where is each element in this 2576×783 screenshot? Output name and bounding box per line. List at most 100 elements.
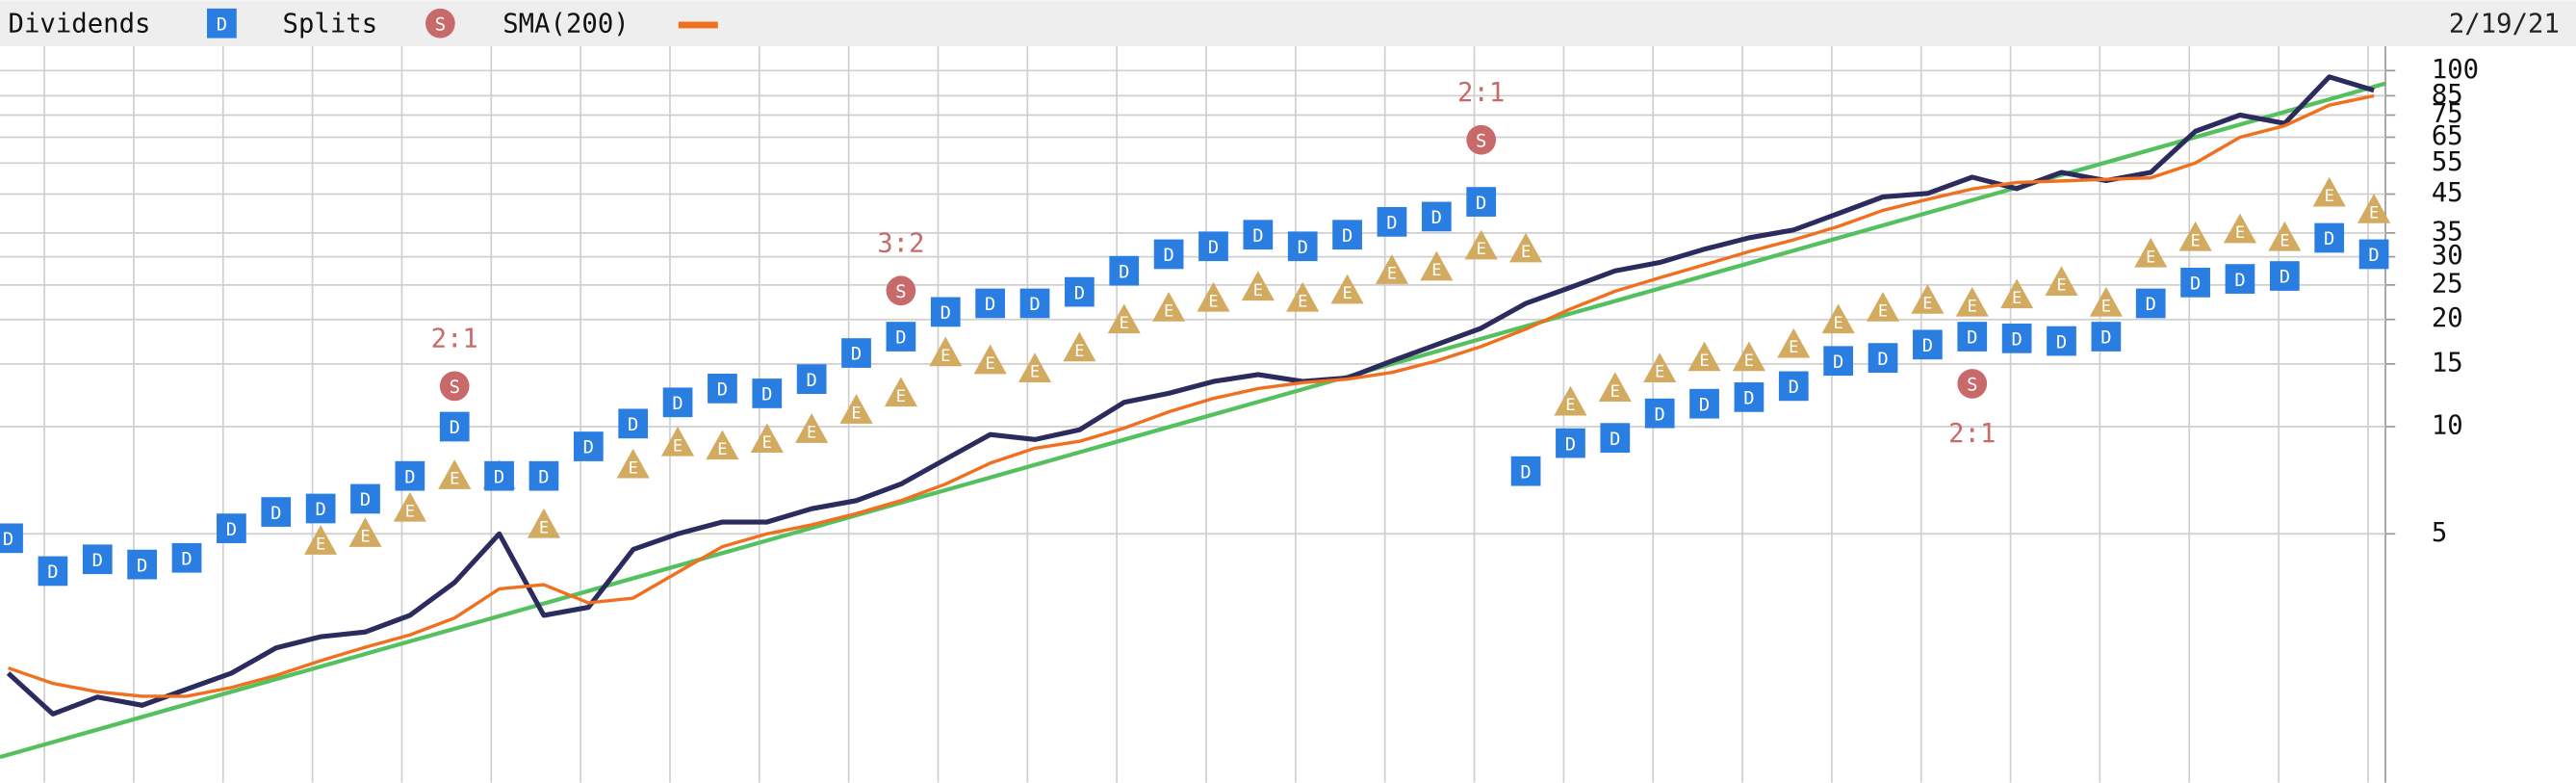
y-tick-label: 55 <box>2432 147 2463 177</box>
dividend-marker <box>662 387 693 418</box>
dividend-symbol: D <box>1298 238 1308 258</box>
earnings-symbol: E <box>1834 314 1843 333</box>
earnings-symbol: E <box>1074 342 1084 361</box>
dividend-marker <box>484 460 514 491</box>
earnings-symbol: E <box>1387 265 1397 284</box>
earnings-symbol: E <box>2369 203 2379 222</box>
dividend-symbol: D <box>1431 208 1442 228</box>
dividend-symbol: D <box>1029 295 1040 315</box>
earnings-symbol: E <box>2146 248 2155 267</box>
dividend-marker <box>2091 322 2122 352</box>
earnings-symbol: E <box>1565 396 1575 415</box>
dividend-marker <box>1868 343 1898 373</box>
earnings-symbol: E <box>717 440 727 459</box>
earnings-symbol: E <box>2101 297 2111 316</box>
dividend-marker <box>0 523 23 554</box>
dividend-symbol: D <box>2324 229 2334 249</box>
dividend-marker <box>796 364 827 394</box>
dividend-symbol: D <box>1565 434 1576 455</box>
earnings-symbol: E <box>1477 240 1486 259</box>
dividend-symbol: D <box>1699 395 1710 415</box>
dividend-symbol: D <box>360 490 371 510</box>
dividend-symbol: D <box>2100 328 2111 349</box>
dividend-symbol: D <box>1922 336 1933 356</box>
y-tick-label: 35 <box>2432 217 2463 247</box>
split-label: 2:1 <box>431 325 478 354</box>
split-marker <box>439 371 470 402</box>
legend-symbol <box>425 8 455 39</box>
earnings-marker <box>1375 254 1409 284</box>
earnings-symbol: E <box>896 387 906 406</box>
earnings-marker <box>1732 341 1765 372</box>
dividend-symbol: D <box>2280 268 2290 288</box>
y-tick-label: 45 <box>2432 178 2463 208</box>
earnings-marker <box>1464 229 1498 260</box>
earnings-marker <box>1687 341 1721 372</box>
earnings-symbol: E <box>1120 314 1129 333</box>
split-symbol: S <box>450 378 460 398</box>
dividend-marker <box>38 556 68 587</box>
dividend-marker <box>1198 231 1228 262</box>
split-marker <box>1466 124 1497 155</box>
dividend-marker <box>1153 239 1184 270</box>
split-label: 2:1 <box>1457 78 1505 108</box>
trend-line <box>0 81 2386 760</box>
earnings-marker <box>1063 331 1096 362</box>
legend-label: Dividends <box>9 9 151 39</box>
legend-symbol <box>207 8 237 39</box>
line <box>6 74 2375 717</box>
dividend-marker <box>2225 264 2255 294</box>
dividend-symbol: D <box>3 530 13 550</box>
dividend-marker <box>752 378 783 408</box>
dividend-symbol: D <box>137 556 147 576</box>
y-tick-label: 85 <box>2432 80 2463 110</box>
dividend-marker <box>171 542 202 573</box>
earnings-symbol: E <box>2190 231 2200 250</box>
dividend-symbol: D <box>1386 214 1397 234</box>
legend-symbol-text: D <box>217 14 227 35</box>
dividend-symbol: D <box>1610 430 1620 450</box>
dividend-marker <box>1644 398 1675 429</box>
earnings-symbol: E <box>940 347 950 366</box>
earnings-symbol: E <box>1878 302 1888 322</box>
dividend-marker <box>2358 239 2389 270</box>
earnings-marker <box>1420 250 1454 281</box>
dividend-marker <box>2180 267 2210 298</box>
dividend-marker <box>841 338 871 368</box>
earnings-symbol: E <box>360 528 370 547</box>
dividend-symbol: D <box>2146 295 2156 315</box>
dividend-symbol: D <box>494 467 504 487</box>
dividend-symbol: D <box>1743 389 1754 409</box>
earnings-marker <box>1554 385 1587 416</box>
dividend-symbol: D <box>807 371 817 391</box>
earnings-symbol: E <box>851 405 861 424</box>
earnings-marker <box>750 423 784 454</box>
y-tick-label: 20 <box>2432 303 2463 333</box>
earnings-marker <box>1018 352 1052 382</box>
dividend-marker <box>1287 231 1318 262</box>
dividend-marker <box>1243 220 1274 250</box>
earnings-marker <box>1777 327 1811 358</box>
dividend-symbol: D <box>895 328 906 349</box>
dividend-marker <box>886 322 916 352</box>
earnings-marker <box>1821 303 1855 334</box>
earnings-symbol: E <box>450 470 459 489</box>
dividend-marker <box>1065 276 1095 307</box>
dividend-marker <box>1823 346 1854 377</box>
dividend-marker <box>708 374 737 404</box>
dividend-symbol: D <box>940 303 951 324</box>
earnings-symbol: E <box>2056 276 2066 296</box>
earnings-marker <box>2045 266 2078 296</box>
earnings-marker <box>1286 281 1320 312</box>
dividend-symbol: D <box>2011 330 2022 351</box>
earnings-marker <box>2223 213 2257 244</box>
dividend-symbol: D <box>1476 194 1486 214</box>
split-symbol: S <box>1967 376 1977 396</box>
split-label: 3:2 <box>877 228 924 258</box>
earnings-marker <box>348 517 382 547</box>
y-tick-label: 15 <box>2432 348 2463 378</box>
dividend-symbol: D <box>628 415 638 435</box>
dividend-symbol: D <box>270 504 281 524</box>
earnings-marker <box>1107 303 1141 334</box>
